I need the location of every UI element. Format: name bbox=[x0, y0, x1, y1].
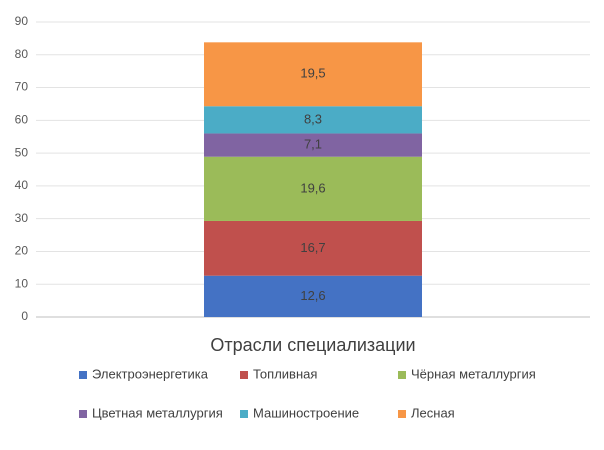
value-label: 12,6 bbox=[300, 288, 325, 303]
legend-marker bbox=[240, 371, 248, 379]
legend-marker bbox=[240, 410, 248, 418]
legend-label: Топливная bbox=[253, 366, 317, 381]
legend-label: Чёрная металлургия bbox=[411, 366, 536, 381]
bar-segment bbox=[204, 106, 422, 134]
legend-marker bbox=[398, 410, 406, 418]
legend-marker bbox=[79, 410, 87, 418]
y-tick-label: 30 bbox=[15, 211, 29, 225]
bar-segment bbox=[204, 156, 422, 221]
value-label: 19,6 bbox=[300, 180, 325, 195]
legend-label: Цветная металлургия bbox=[92, 405, 223, 420]
legend-marker bbox=[398, 371, 406, 379]
y-tick-label: 60 bbox=[15, 113, 29, 127]
legend-label: Электроэнергетика bbox=[92, 366, 209, 381]
bar-segment bbox=[204, 42, 422, 107]
value-label: 19,5 bbox=[300, 66, 325, 81]
y-tick-label: 40 bbox=[15, 178, 29, 192]
legend-label: Лесная bbox=[411, 405, 455, 420]
y-tick-label: 20 bbox=[15, 244, 29, 258]
y-tick-label: 90 bbox=[15, 14, 29, 28]
y-tick-label: 70 bbox=[15, 80, 29, 94]
legend-marker bbox=[79, 371, 87, 379]
value-label: 16,7 bbox=[300, 240, 325, 255]
x-tick-label: Отрасли специализации bbox=[210, 335, 415, 355]
value-label: 8,3 bbox=[304, 111, 322, 126]
y-tick-label: 10 bbox=[15, 276, 29, 290]
legend-label: Машиностроение bbox=[253, 405, 359, 420]
bar-segment bbox=[204, 275, 422, 317]
y-tick-label: 80 bbox=[15, 47, 29, 61]
value-label: 7,1 bbox=[304, 137, 322, 152]
bar-segment bbox=[204, 133, 422, 157]
y-tick-label: 0 bbox=[21, 309, 28, 323]
y-tick-label: 50 bbox=[15, 145, 29, 159]
bar-segment bbox=[204, 220, 422, 276]
